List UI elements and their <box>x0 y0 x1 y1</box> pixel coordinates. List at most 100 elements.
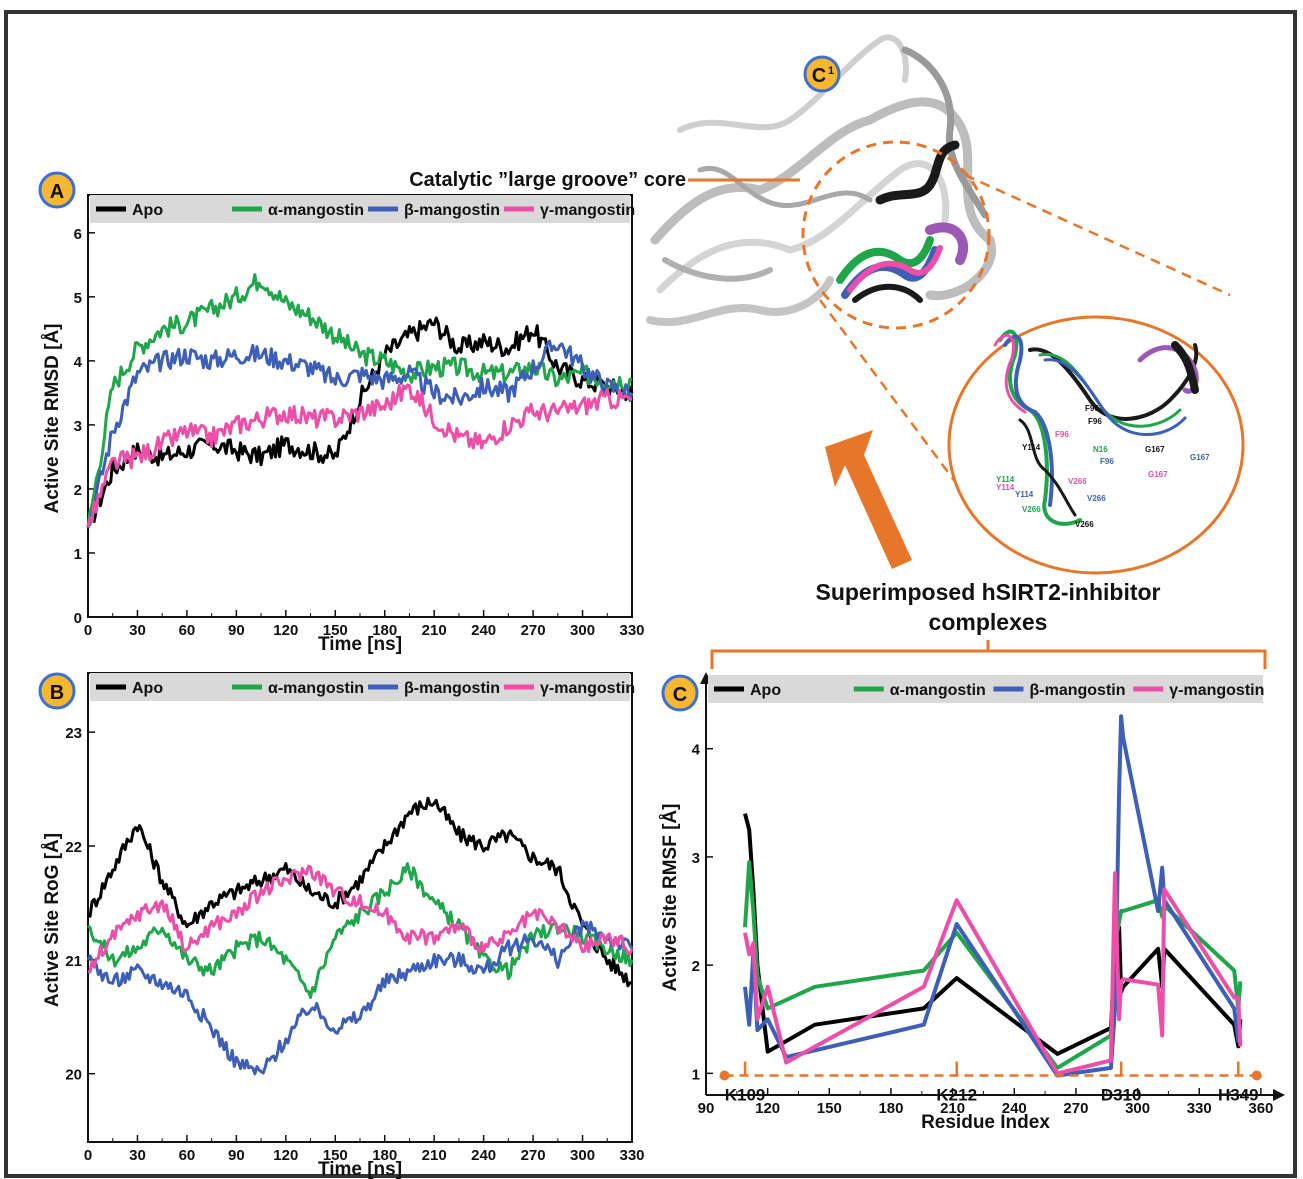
x-tick-label: 270 <box>521 1147 546 1164</box>
x-tick-label: 150 <box>817 1100 842 1117</box>
caption-line-1: Superimposed hSIRT2-inhibitor <box>815 579 1160 605</box>
legend-label: α-mangostin <box>890 682 986 699</box>
series-line-beta-mangostin <box>86 919 634 1076</box>
chart-panel-b: 0 30 60 90 120 150 180 210 240 270 300 330 20 21 22 23 T… <box>42 672 645 1179</box>
region-marker-label: H349 <box>1218 1086 1259 1105</box>
region-end-dot <box>719 1070 730 1081</box>
panel-badge-a: A <box>38 171 76 209</box>
residue-tag: Y114 <box>996 483 1015 492</box>
x-axis-label: Residue Index <box>921 1112 1050 1133</box>
protein-ribbon-overview <box>646 34 997 327</box>
legend-label: Apo <box>132 202 163 219</box>
x-tick-label: 180 <box>372 1147 397 1164</box>
svg-text:C: C <box>812 65 826 87</box>
legend-label: α-mangostin <box>268 202 364 219</box>
y-tick-label: 0 <box>74 610 82 627</box>
active-site-circle <box>801 140 991 330</box>
y-tick-label: 1 <box>74 546 82 563</box>
y-axis-label: Active Site RMSD [Å] <box>42 323 63 513</box>
region-end-dot <box>1251 1070 1262 1081</box>
x-tick-label: 120 <box>755 1100 780 1117</box>
chart-panel-c: 90 120 150 180 210 240 270 300 330 360 1 2 3 4 Residue… <box>660 672 1285 1133</box>
x-axis-label: Time [ns] <box>318 1159 402 1179</box>
y-tick-label: 23 <box>65 725 82 742</box>
x-tick-label: 60 <box>179 622 196 639</box>
x-tick-label: 120 <box>273 622 298 639</box>
x-tick-label: 90 <box>698 1100 715 1117</box>
x-tick-label: 300 <box>570 622 595 639</box>
x-tick-label: 150 <box>323 1147 348 1164</box>
x-tick-label: 120 <box>273 1147 298 1164</box>
x-tick-label: 330 <box>1187 1100 1212 1117</box>
series-line-gamma-mangostin <box>743 871 1243 1076</box>
panel-badge-b: B <box>38 672 76 710</box>
zoom-line-top <box>964 173 1231 297</box>
zoom-inset-ribbons <box>993 329 1199 526</box>
x-tick-label: 270 <box>1063 1100 1088 1117</box>
zoom-inset-circle <box>947 315 1245 575</box>
y-tick-label: 2 <box>692 958 700 975</box>
y-tick-label: 5 <box>74 290 82 307</box>
x-tick-label: 300 <box>570 1147 595 1164</box>
residue-tag: V266 <box>1068 477 1087 486</box>
legend-label: γ-mangostin <box>540 680 635 697</box>
residue-tag: V266 <box>1022 505 1041 514</box>
arrow-icon <box>825 430 912 569</box>
y-tick-label: 22 <box>65 839 82 856</box>
protein-structure-illustration: Catalytic ”large groove” core F96 F96 F9… <box>409 34 1267 669</box>
legend-label: β-mangostin <box>1030 682 1126 699</box>
x-tick-label: 90 <box>228 622 245 639</box>
residue-tag: Y114 <box>996 475 1015 484</box>
caption-line-2: complexes <box>929 609 1048 635</box>
panel-badge-c1: C 1 <box>803 55 841 93</box>
x-tick-label: 270 <box>521 622 546 639</box>
region-marker-label: D310 <box>1101 1086 1142 1105</box>
x-tick-label: 330 <box>619 1147 644 1164</box>
svg-text:1: 1 <box>828 65 834 77</box>
residue-tag: F96 <box>1055 430 1069 439</box>
series-line-beta-mangostin <box>86 339 634 529</box>
x-tick-label: 150 <box>323 622 348 639</box>
x-tick-label: 240 <box>471 1147 496 1164</box>
svg-text:C: C <box>673 684 687 706</box>
y-tick-label: 4 <box>692 742 701 759</box>
residue-tag: G167 <box>1145 445 1165 454</box>
series-line-gamma-mangostin <box>87 864 634 974</box>
y-tick-label: 20 <box>65 1067 82 1084</box>
series-line-alpha-mangostin <box>86 862 634 999</box>
x-tick-label: 60 <box>179 1147 196 1164</box>
legend-label: β-mangostin <box>404 680 500 697</box>
x-tick-label: 240 <box>471 622 496 639</box>
series-line-gamma-mangostin <box>86 383 633 528</box>
region-marker-label: K212 <box>936 1086 977 1105</box>
x-tick-label: 240 <box>1002 1100 1027 1117</box>
legend-label: α-mangostin <box>268 680 364 697</box>
x-axis-arrow-icon <box>1273 1089 1285 1101</box>
legend-background <box>90 673 630 701</box>
legend-label: β-mangostin <box>404 202 500 219</box>
x-tick-label: 300 <box>1125 1100 1150 1117</box>
residue-tag: G167 <box>1190 453 1210 462</box>
series-line-apo <box>86 796 633 988</box>
residue-tag: Y114 <box>1015 490 1034 499</box>
y-tick-label: 3 <box>692 850 700 867</box>
x-tick-label: 30 <box>129 1147 146 1164</box>
x-tick-label: 210 <box>422 1147 447 1164</box>
residue-tag: N16 <box>1093 445 1108 454</box>
residue-tag: V266 <box>1087 494 1106 503</box>
legend-label: γ-mangostin <box>540 202 635 219</box>
svg-text:A: A <box>50 181 64 203</box>
x-tick-label: 360 <box>1248 1100 1273 1117</box>
y-axis-label: Active Site RMSF [Å] <box>660 804 681 992</box>
legend-label: Apo <box>750 682 781 699</box>
x-tick-label: 180 <box>878 1100 903 1117</box>
region-marker-label: K109 <box>725 1086 766 1105</box>
x-tick-label: 90 <box>228 1147 245 1164</box>
series-line-apo <box>86 316 634 528</box>
x-axis-label: Time [ns] <box>318 634 402 655</box>
residue-tag: F96 <box>1088 417 1102 426</box>
x-tick-label: 210 <box>940 1100 965 1117</box>
y-tick-label: 3 <box>74 418 82 435</box>
legend-label: Apo <box>132 680 163 697</box>
